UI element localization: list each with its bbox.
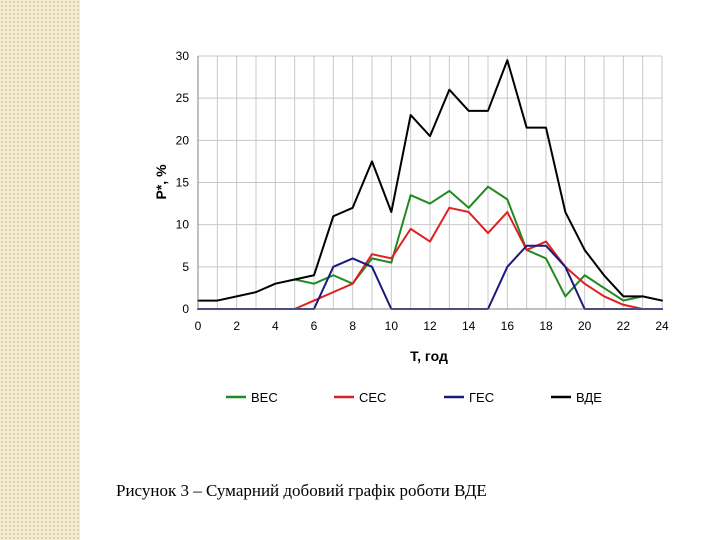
- chart-series-group: [197, 59, 663, 310]
- y-tick-label: 25: [176, 91, 190, 105]
- x-tick-label: 0: [195, 319, 202, 333]
- y-axis-label: P*, %: [153, 164, 169, 200]
- legend-label: ВДЕ: [576, 390, 602, 405]
- x-tick-label: 2: [233, 319, 240, 333]
- legend-label: СЕС: [359, 390, 386, 405]
- decorative-side-pattern: [0, 0, 80, 540]
- y-tick-label: 0: [182, 302, 189, 316]
- x-tick-label: 18: [539, 319, 553, 333]
- y-tick-label: 30: [176, 49, 190, 63]
- y-tick-label: 5: [182, 260, 189, 274]
- x-axis-label: T, год: [410, 348, 448, 364]
- x-tick-label: 24: [655, 319, 669, 333]
- figure-caption: Рисунок 3 – Сумарний добовий графік робо…: [116, 481, 487, 500]
- chart-legend: ВЕС СЕС ГЕС ВДЕ: [226, 390, 602, 405]
- x-tick-label: 22: [617, 319, 631, 333]
- x-tick-label: 6: [311, 319, 318, 333]
- x-tick-label: 16: [501, 319, 515, 333]
- legend-label: ГЕС: [469, 390, 494, 405]
- y-tick-label: 15: [176, 176, 190, 190]
- x-tick-label: 12: [423, 319, 437, 333]
- x-tick-label: 4: [272, 319, 279, 333]
- y-tick-label: 20: [176, 133, 190, 147]
- series-line-СЕС: [293, 206, 644, 310]
- legend-label: ВЕС: [251, 390, 278, 405]
- series-line-ВДЕ: [197, 59, 663, 302]
- x-tick-label: 8: [349, 319, 356, 333]
- x-tick-label: 20: [578, 319, 592, 333]
- chart-grid: [197, 55, 663, 310]
- x-tick-label: 10: [385, 319, 399, 333]
- x-tick-label: 14: [462, 319, 476, 333]
- y-tick-label: 10: [176, 218, 190, 232]
